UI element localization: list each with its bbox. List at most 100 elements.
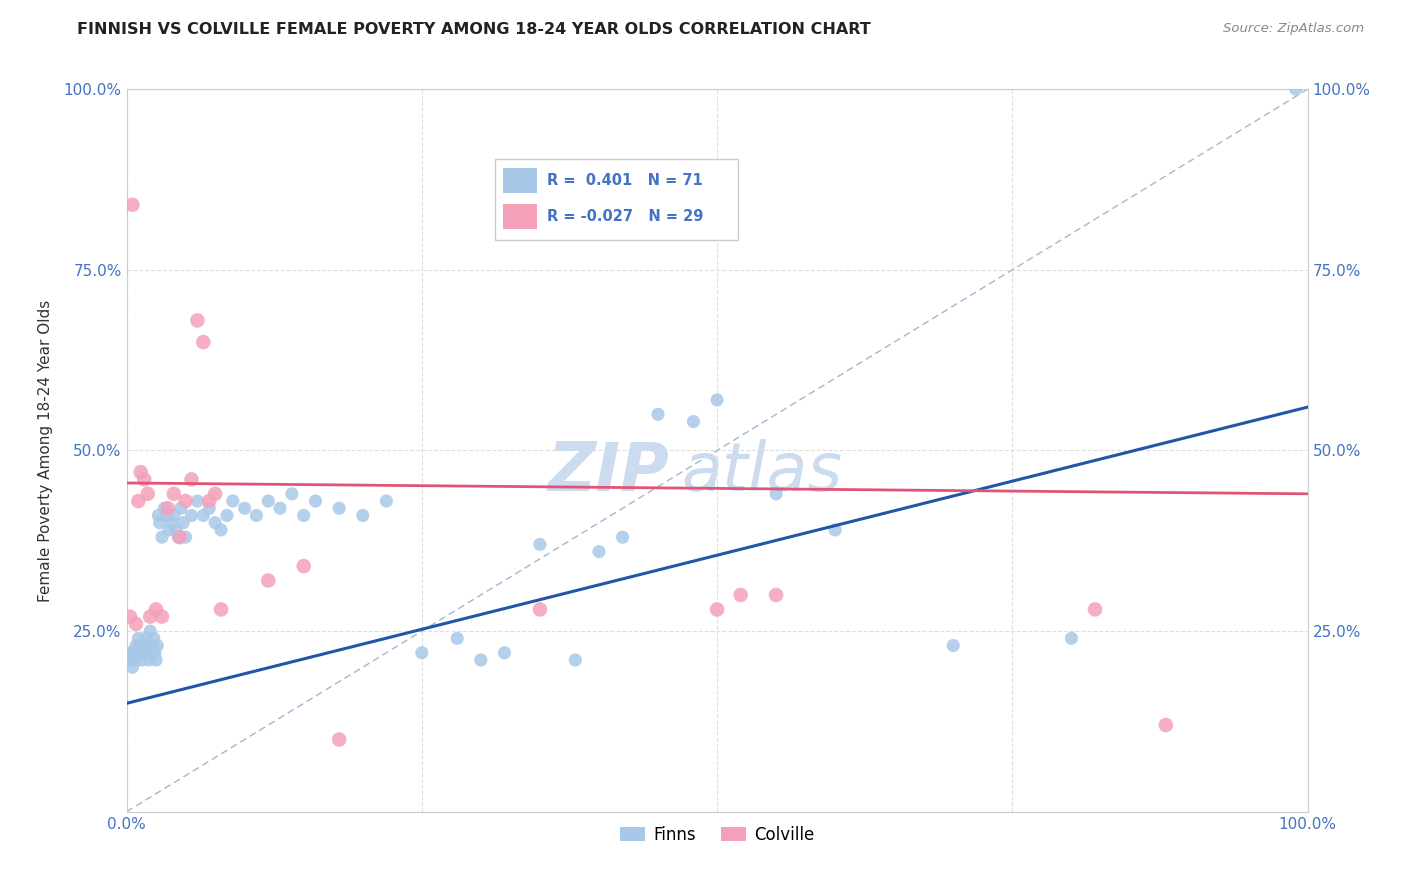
Point xyxy=(612,530,634,544)
Point xyxy=(122,646,145,660)
Point xyxy=(174,494,197,508)
Point xyxy=(167,530,190,544)
Point xyxy=(1060,632,1083,646)
Point xyxy=(121,660,143,674)
Point xyxy=(138,653,160,667)
Point xyxy=(180,472,202,486)
Point xyxy=(180,508,202,523)
Point xyxy=(328,732,350,747)
Point xyxy=(139,609,162,624)
Point xyxy=(257,574,280,588)
Point xyxy=(125,616,148,631)
Point xyxy=(120,646,142,660)
Point xyxy=(160,516,183,530)
Point xyxy=(564,653,586,667)
Point xyxy=(529,602,551,616)
Point xyxy=(145,653,167,667)
Y-axis label: Female Poverty Among 18-24 Year Olds: Female Poverty Among 18-24 Year Olds xyxy=(38,300,52,601)
Point xyxy=(127,494,149,508)
Point xyxy=(186,494,208,508)
Point xyxy=(304,494,326,508)
Point xyxy=(165,523,187,537)
Point xyxy=(136,646,159,660)
Point xyxy=(209,523,232,537)
Point xyxy=(148,508,170,523)
Point xyxy=(172,516,194,530)
Point xyxy=(143,646,166,660)
Point xyxy=(150,609,173,624)
Point xyxy=(124,653,146,667)
Point xyxy=(129,465,152,479)
Point xyxy=(136,487,159,501)
Text: atlas: atlas xyxy=(682,439,842,505)
Point xyxy=(153,501,176,516)
Point xyxy=(127,646,149,660)
Point xyxy=(170,501,193,516)
Point xyxy=(121,198,143,212)
Point xyxy=(169,530,191,544)
Point xyxy=(204,516,226,530)
Point xyxy=(156,508,179,523)
Point xyxy=(156,501,179,516)
Point xyxy=(233,501,256,516)
Point xyxy=(163,508,186,523)
Point xyxy=(328,501,350,516)
Point xyxy=(529,537,551,551)
Text: Source: ZipAtlas.com: Source: ZipAtlas.com xyxy=(1223,22,1364,36)
Point xyxy=(150,530,173,544)
Legend: Finns, Colville: Finns, Colville xyxy=(613,819,821,850)
Point xyxy=(142,632,165,646)
Point xyxy=(198,494,221,508)
Point xyxy=(157,523,180,537)
Point xyxy=(135,639,157,653)
Point xyxy=(120,653,142,667)
Point xyxy=(127,632,149,646)
Point xyxy=(352,508,374,523)
Point xyxy=(446,632,468,646)
Point xyxy=(647,407,669,421)
Point xyxy=(1285,82,1308,96)
Point xyxy=(209,602,232,616)
Point xyxy=(494,646,516,660)
Point xyxy=(222,494,245,508)
Point xyxy=(215,508,238,523)
Point xyxy=(942,639,965,653)
Point xyxy=(765,487,787,501)
Point xyxy=(146,639,169,653)
Point xyxy=(139,624,162,639)
Point xyxy=(141,639,163,653)
Point xyxy=(730,588,752,602)
Point xyxy=(706,602,728,616)
Point xyxy=(134,632,156,646)
Point xyxy=(245,508,267,523)
Point xyxy=(134,646,156,660)
Point xyxy=(281,487,304,501)
Text: ZIP: ZIP xyxy=(548,439,669,505)
Point xyxy=(120,609,142,624)
Point xyxy=(145,602,167,616)
Text: FINNISH VS COLVILLE FEMALE POVERTY AMONG 18-24 YEAR OLDS CORRELATION CHART: FINNISH VS COLVILLE FEMALE POVERTY AMONG… xyxy=(77,22,872,37)
Point xyxy=(1084,602,1107,616)
Point xyxy=(125,639,148,653)
Point xyxy=(411,646,433,660)
Point xyxy=(174,530,197,544)
Point xyxy=(292,508,315,523)
Point xyxy=(163,487,186,501)
Point xyxy=(131,653,153,667)
Point xyxy=(257,494,280,508)
Point xyxy=(204,487,226,501)
Point xyxy=(149,516,172,530)
Point xyxy=(141,646,163,660)
Point xyxy=(193,508,215,523)
Point xyxy=(128,639,150,653)
Point xyxy=(824,523,846,537)
Point xyxy=(706,392,728,407)
Point xyxy=(269,501,291,516)
Point xyxy=(765,588,787,602)
Point xyxy=(470,653,492,667)
Point xyxy=(132,639,155,653)
Point xyxy=(198,501,221,516)
Point xyxy=(186,313,208,327)
Point xyxy=(588,544,610,558)
Point xyxy=(375,494,398,508)
